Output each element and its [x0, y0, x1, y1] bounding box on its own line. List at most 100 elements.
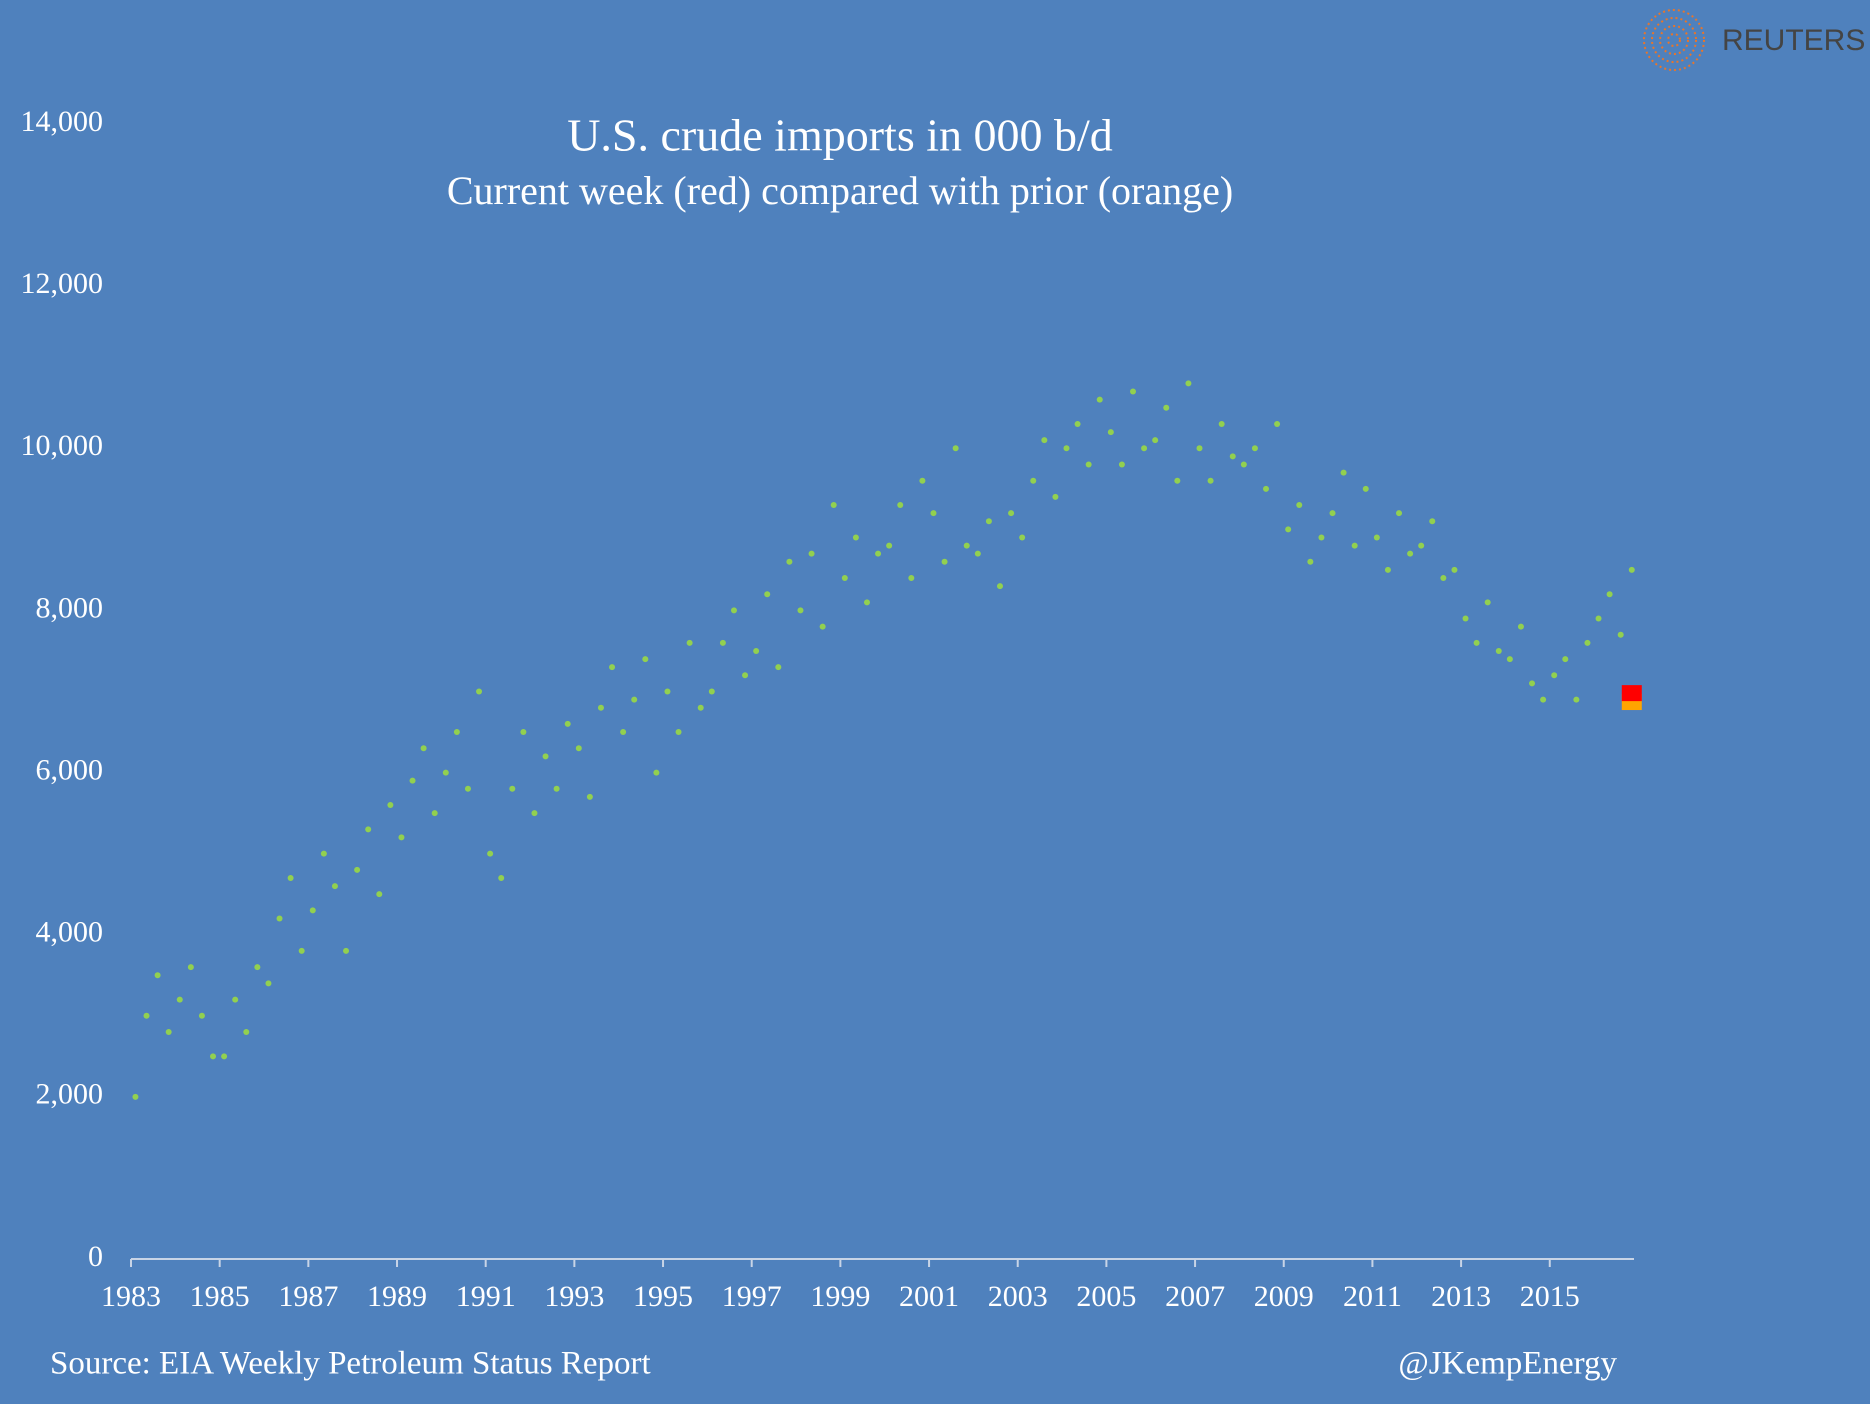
point	[1318, 534, 1325, 541]
y-tick-label: 4,000	[36, 916, 104, 949]
point	[1551, 672, 1558, 679]
point	[187, 964, 194, 971]
point	[1063, 445, 1070, 452]
x-tick-label: 1999	[810, 1280, 870, 1313]
source-note: Source: EIA Weekly Petroleum Status Repo…	[50, 1346, 651, 1382]
point	[564, 720, 571, 727]
x-tick-label: 1997	[722, 1280, 782, 1313]
point	[143, 1012, 150, 1019]
point	[320, 850, 327, 857]
y-tick-label: 2,000	[36, 1078, 104, 1111]
point	[1296, 502, 1303, 509]
point	[442, 769, 449, 776]
point	[232, 996, 239, 1003]
point	[498, 874, 505, 881]
chart-subtitle: Current week (red) compared with prior (…	[447, 168, 1233, 213]
point	[287, 874, 294, 881]
point	[930, 510, 937, 517]
point	[198, 1012, 205, 1019]
point	[919, 477, 926, 484]
point	[154, 972, 161, 979]
x-tick-label: 2001	[899, 1280, 959, 1313]
point	[675, 729, 682, 736]
point	[376, 891, 383, 898]
point	[1606, 591, 1613, 598]
point	[1340, 469, 1347, 476]
point	[1240, 461, 1247, 468]
point	[1373, 534, 1380, 541]
point	[1041, 437, 1048, 444]
point	[387, 802, 394, 808]
point	[476, 688, 483, 695]
logo-text: REUTERS	[1722, 24, 1865, 57]
point	[1030, 477, 1037, 484]
point	[420, 745, 427, 752]
point	[786, 558, 793, 565]
point	[1141, 445, 1148, 452]
x-tick-label: 1989	[367, 1280, 427, 1313]
point	[742, 672, 749, 679]
point-square	[1621, 685, 1642, 702]
point	[1207, 477, 1214, 484]
point	[1473, 639, 1480, 646]
point	[1429, 518, 1436, 525]
point	[708, 688, 715, 695]
point	[265, 980, 272, 987]
point	[1263, 485, 1270, 492]
point	[1096, 396, 1103, 403]
point	[453, 729, 460, 736]
point	[586, 793, 593, 800]
point	[1019, 534, 1026, 541]
x-tick-label: 1995	[633, 1280, 693, 1313]
point	[875, 550, 882, 557]
point	[1384, 566, 1391, 573]
point	[1396, 510, 1403, 517]
point	[609, 664, 616, 671]
point	[1506, 656, 1513, 663]
point	[354, 866, 361, 873]
y-tick-label: 14,000	[21, 105, 104, 138]
credit: @JKempEnergy	[1398, 1346, 1617, 1382]
point	[642, 656, 649, 663]
point	[963, 542, 970, 549]
point	[1052, 493, 1059, 500]
point	[664, 688, 671, 695]
point	[276, 915, 283, 922]
point	[575, 745, 582, 752]
point	[730, 607, 737, 614]
point	[254, 964, 261, 971]
point	[509, 785, 516, 792]
point	[1229, 453, 1236, 460]
point	[398, 834, 405, 841]
x-tick-label: 2011	[1343, 1280, 1402, 1313]
point	[165, 1029, 172, 1035]
point	[886, 542, 893, 549]
point	[1130, 388, 1136, 395]
point	[808, 550, 815, 557]
point	[1285, 526, 1292, 533]
point	[908, 575, 915, 581]
point	[775, 664, 782, 671]
point	[863, 599, 870, 606]
y-tick-label: 0	[88, 1240, 103, 1273]
point	[620, 729, 627, 736]
point	[1628, 566, 1635, 573]
point	[1307, 558, 1314, 565]
point	[1329, 510, 1336, 517]
point	[343, 947, 350, 954]
point	[1218, 420, 1225, 427]
point	[897, 502, 904, 509]
point	[221, 1053, 228, 1060]
point	[697, 704, 704, 711]
point	[1562, 656, 1569, 663]
point	[1407, 550, 1414, 557]
x-tick-label: 1987	[278, 1280, 338, 1313]
x-tick-label: 2005	[1076, 1280, 1136, 1313]
point	[753, 647, 760, 654]
point	[1074, 420, 1081, 427]
point	[1495, 647, 1502, 654]
point	[653, 769, 660, 776]
point	[941, 558, 948, 565]
